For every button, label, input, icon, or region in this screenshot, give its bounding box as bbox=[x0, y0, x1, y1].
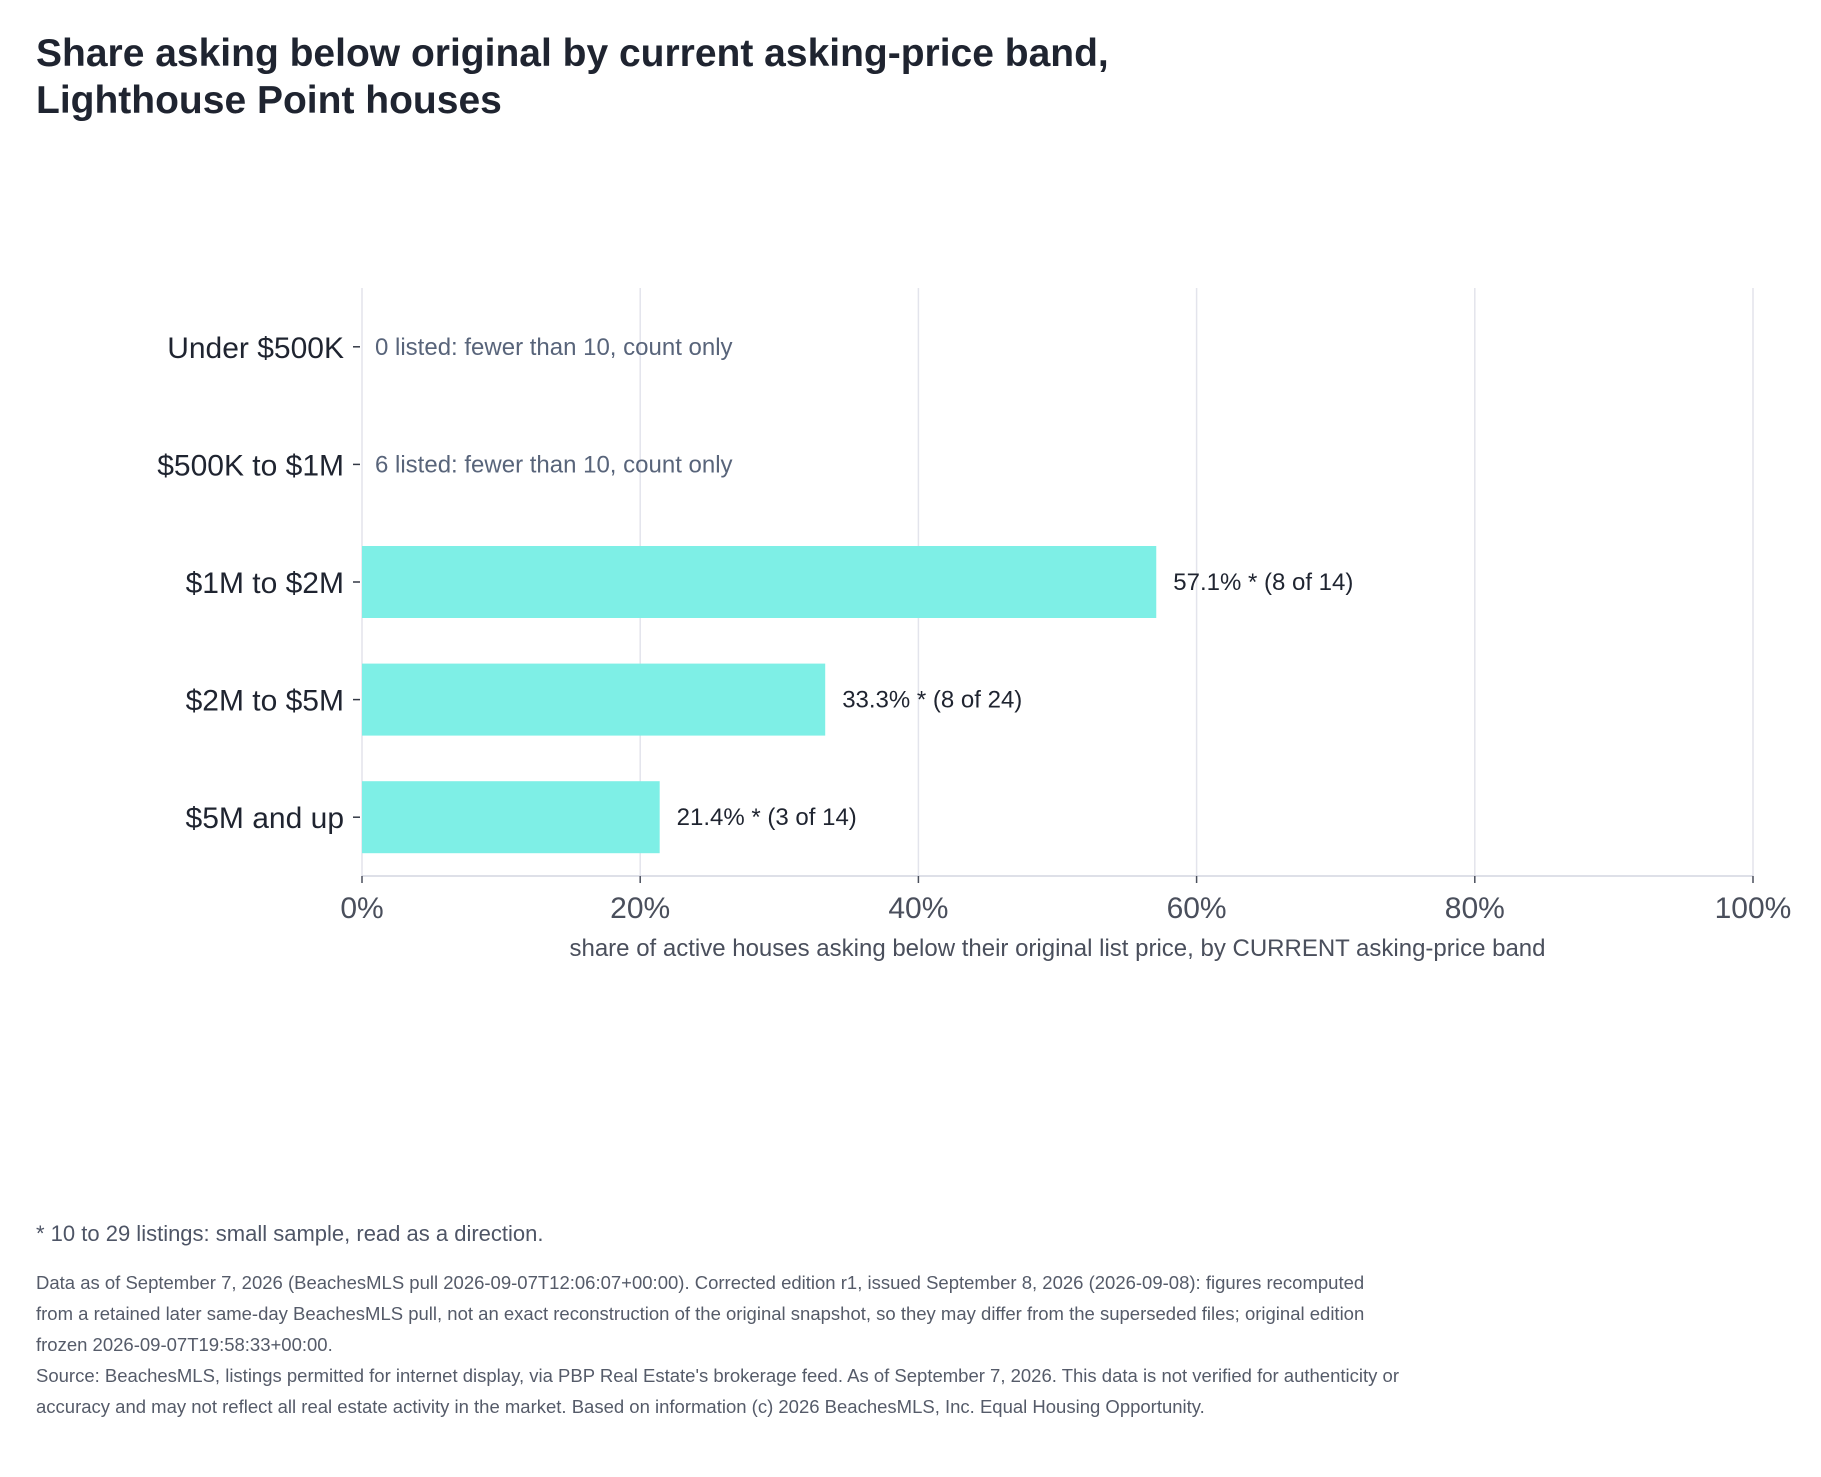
small-sample-footnote: * 10 to 29 listings: small sample, read … bbox=[36, 1221, 544, 1246]
chart-title: Share asking below original by current a… bbox=[36, 30, 1236, 124]
data-edition-note: Data as of September 7, 2026 (BeachesMLS… bbox=[36, 1272, 1365, 1355]
x-tick-label-0: 0% bbox=[340, 892, 383, 925]
x-tick-label-4: 80% bbox=[1445, 892, 1505, 925]
bar-chart: 0% 20% 40% 60% 80% 100% share of active houses… bbox=[157, 288, 1792, 962]
bar-4 bbox=[362, 781, 660, 854]
category-label-0: Under $500K bbox=[167, 332, 344, 365]
category-label-1: $500K to $1M bbox=[157, 449, 344, 482]
chart-title-line-1: Share asking below original by current a… bbox=[36, 32, 1109, 75]
category-label-4: $5M and up bbox=[186, 802, 344, 835]
x-tick-label-3: 60% bbox=[1167, 892, 1227, 925]
x-axis-title: share of active houses asking below thei… bbox=[569, 935, 1545, 962]
bar-data-label-4: 21.4% * (3 of 14) bbox=[677, 804, 857, 831]
x-tick-label-1: 20% bbox=[610, 892, 670, 925]
bar-3 bbox=[362, 663, 826, 736]
count-only-note-0: 0 listed: fewer than 10, count only bbox=[375, 334, 733, 361]
x-tick-label-2: 40% bbox=[888, 892, 948, 925]
x-tick-label-5: 100% bbox=[1715, 892, 1792, 925]
source-attribution: Source: BeachesMLS, listings permitted f… bbox=[36, 1365, 1399, 1417]
bar-data-label-3: 33.3% * (8 of 24) bbox=[842, 687, 1022, 714]
chart-title-line-2: Lighthouse Point houses bbox=[36, 79, 502, 122]
category-label-2: $1M to $2M bbox=[186, 567, 344, 600]
count-only-note-1: 6 listed: fewer than 10, count only bbox=[375, 451, 733, 478]
source-notes: Data as of September 7, 2026 (BeachesMLS… bbox=[36, 1267, 1406, 1422]
bar-2 bbox=[362, 546, 1157, 618]
category-label-3: $2M to $5M bbox=[186, 685, 344, 718]
bar-data-label-2: 57.1% * (8 of 14) bbox=[1173, 569, 1353, 596]
